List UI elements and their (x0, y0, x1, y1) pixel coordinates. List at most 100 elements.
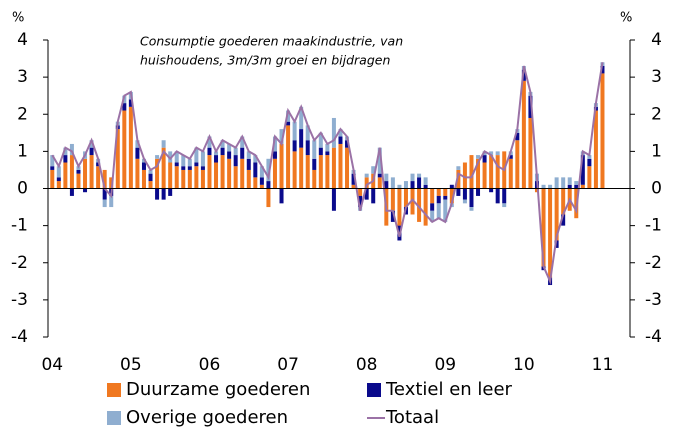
legend-swatch (107, 411, 121, 425)
bar (410, 173, 415, 182)
bar (214, 155, 219, 163)
bar (155, 158, 160, 189)
bar (168, 151, 173, 163)
bar (403, 181, 408, 189)
bar (561, 177, 566, 189)
bar (109, 195, 114, 208)
bar (462, 162, 467, 189)
bar (102, 199, 107, 208)
bar (410, 188, 415, 215)
bar (76, 173, 81, 189)
x-tick-label: 05 (120, 355, 142, 375)
bar (502, 188, 507, 204)
bar (50, 166, 55, 170)
legend-swatch (107, 383, 121, 397)
bar (371, 188, 376, 204)
bar (528, 95, 533, 118)
bar (292, 140, 297, 152)
y2-tick-label: 1 (651, 141, 662, 161)
bar (266, 188, 271, 208)
bar (574, 184, 579, 189)
bar (279, 143, 284, 189)
y2-unit: % (620, 11, 632, 26)
bar (430, 188, 435, 204)
bar (364, 173, 369, 178)
bar (331, 147, 336, 189)
bar (318, 155, 323, 189)
bar (155, 155, 160, 159)
bar (371, 166, 376, 174)
bar (135, 140, 140, 148)
bar (567, 177, 572, 185)
bar (233, 166, 238, 189)
y-tick-label: 3 (17, 67, 28, 87)
bar (417, 188, 422, 222)
bar (96, 166, 101, 189)
bar (325, 151, 330, 156)
bar (436, 203, 441, 219)
bar (574, 181, 579, 185)
bar (476, 158, 481, 189)
bar (102, 188, 107, 200)
bar (253, 177, 258, 189)
bar (194, 162, 199, 167)
bar (246, 151, 251, 159)
bar (325, 155, 330, 189)
bar (495, 188, 500, 204)
x-tick-label: 09 (434, 355, 456, 375)
bar (325, 143, 330, 152)
bar (345, 147, 350, 189)
bar (299, 106, 304, 130)
bar (443, 188, 448, 196)
line (51, 62, 604, 285)
bar (50, 169, 55, 189)
bar (489, 188, 494, 193)
bar (279, 188, 284, 204)
bar (181, 155, 186, 167)
bar (128, 99, 133, 107)
bar (299, 129, 304, 148)
bar (587, 166, 592, 189)
bar (109, 177, 114, 189)
bar (580, 184, 585, 189)
bar (233, 155, 238, 167)
bar (96, 162, 101, 167)
bar (259, 184, 264, 189)
bar (364, 188, 369, 200)
bar (312, 158, 317, 170)
y2-tick-label: 4 (651, 30, 662, 50)
bar (259, 177, 264, 185)
bar (240, 136, 245, 148)
bar (174, 151, 179, 163)
bar (259, 166, 264, 178)
y-tick-label: 2 (17, 104, 28, 124)
y2-tick-label: -4 (645, 327, 662, 347)
bar (83, 188, 88, 193)
bar (377, 147, 382, 174)
bar (449, 184, 454, 189)
legend-label: Overige goederen (126, 407, 288, 428)
bar (253, 162, 258, 178)
bar (128, 106, 133, 189)
y-tick-label: -3 (11, 290, 28, 310)
bar (292, 151, 297, 189)
bar (476, 155, 481, 159)
bar (377, 177, 382, 189)
bar (345, 140, 350, 148)
bar (430, 210, 435, 222)
bar (214, 162, 219, 189)
bar (174, 162, 179, 167)
bar (364, 177, 369, 189)
bar (587, 158, 592, 167)
bar (482, 162, 487, 189)
bar (587, 155, 592, 159)
y-tick-label: 0 (17, 179, 28, 199)
bar (187, 166, 192, 170)
bar (338, 143, 343, 189)
annotation: Consumptie goederen maakindustrie, van (140, 34, 403, 49)
bar (417, 173, 422, 178)
bar (482, 155, 487, 163)
bar (168, 188, 173, 196)
bar (528, 117, 533, 189)
